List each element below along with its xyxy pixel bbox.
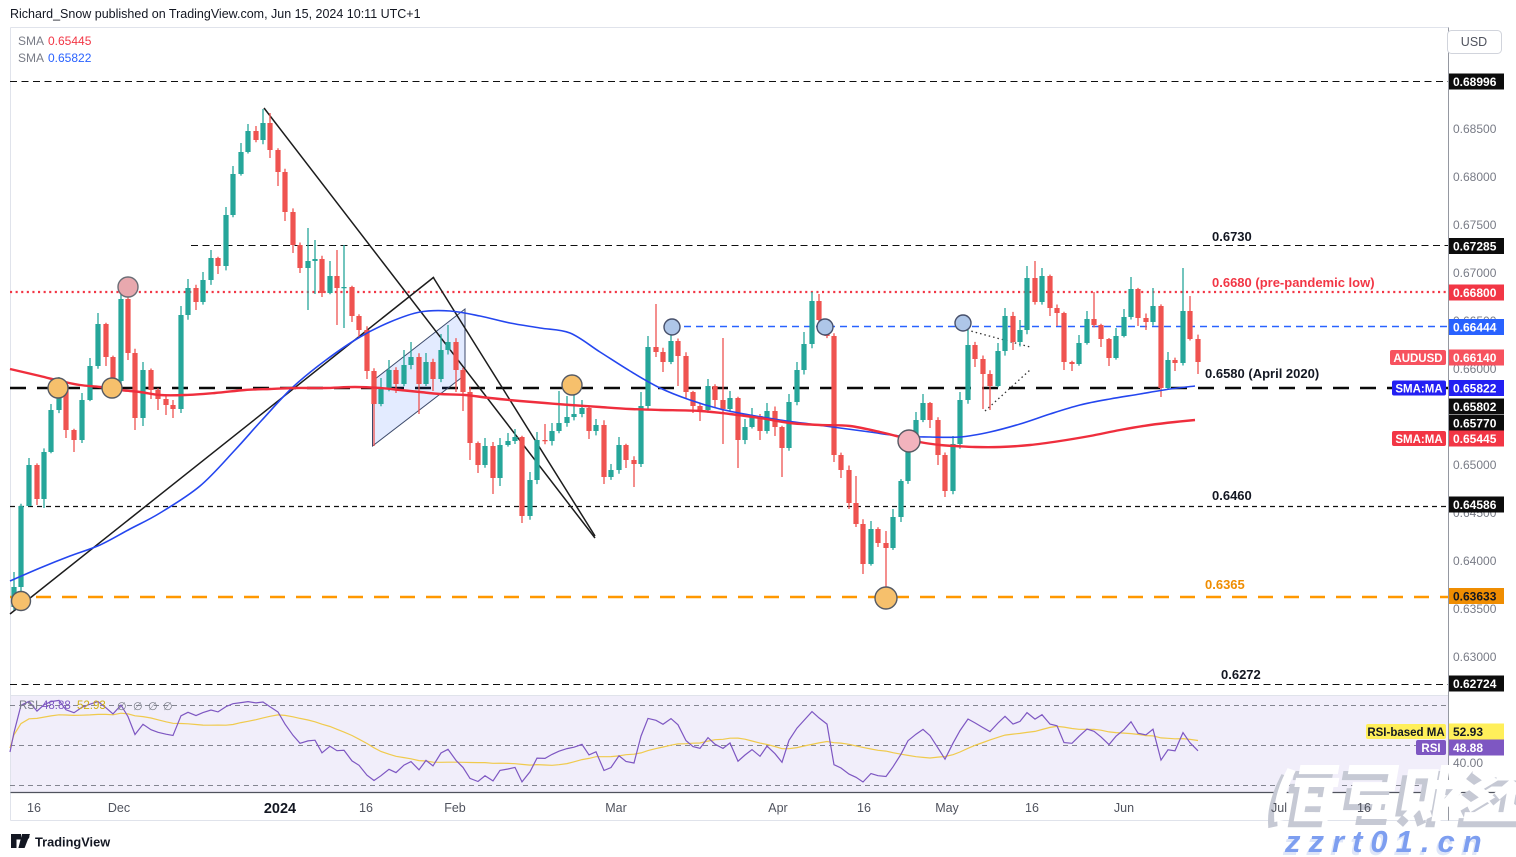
svg-text:16: 16 (359, 801, 373, 815)
svg-text:0.64586: 0.64586 (1453, 498, 1497, 512)
svg-text:0.6580 (April 2020): 0.6580 (April 2020) (1205, 366, 1319, 381)
svg-text:0.65822: 0.65822 (48, 51, 92, 65)
svg-text:16: 16 (1357, 801, 1371, 815)
svg-text:Feb: Feb (444, 801, 466, 815)
svg-text:∅: ∅ (163, 701, 173, 713)
svg-text:0.62724: 0.62724 (1453, 677, 1497, 691)
svg-text:0.6680 (pre-pandemic low): 0.6680 (pre-pandemic low) (1212, 275, 1375, 290)
svg-text:0.65770: 0.65770 (1453, 417, 1497, 431)
svg-text:0.6272: 0.6272 (1221, 667, 1261, 682)
svg-text:0.64000: 0.64000 (1453, 554, 1497, 568)
svg-text:48.88: 48.88 (42, 700, 71, 712)
svg-text:0.68996: 0.68996 (1453, 75, 1497, 89)
svg-text:52.93: 52.93 (77, 700, 106, 712)
svg-text:2024: 2024 (264, 801, 296, 817)
svg-text:0.68500: 0.68500 (1453, 122, 1497, 136)
svg-text:0.65000: 0.65000 (1453, 458, 1497, 472)
svg-text:0.6460: 0.6460 (1212, 488, 1252, 503)
svg-text:0.65445: 0.65445 (48, 34, 92, 48)
svg-text:Richard_Snow published on Trad: Richard_Snow published on TradingView.co… (10, 7, 421, 21)
svg-text:0.6730: 0.6730 (1212, 229, 1252, 244)
svg-text:0.65802: 0.65802 (1453, 400, 1497, 414)
svg-text:0.63000: 0.63000 (1453, 650, 1497, 664)
svg-text:0.68000: 0.68000 (1453, 170, 1497, 184)
svg-text:0.6365: 0.6365 (1205, 577, 1245, 592)
svg-text:0.67500: 0.67500 (1453, 218, 1497, 232)
svg-text:Jul: Jul (1271, 801, 1287, 815)
svg-text:0.63633: 0.63633 (1453, 590, 1497, 604)
svg-text:16: 16 (857, 801, 871, 815)
svg-text:0.66444: 0.66444 (1453, 321, 1497, 335)
svg-text:0.65822: 0.65822 (1453, 382, 1497, 396)
svg-text:0.66800: 0.66800 (1453, 286, 1497, 300)
svg-text:SMA: SMA (18, 51, 44, 65)
svg-text:RSI: RSI (19, 700, 38, 712)
svg-text:Dec: Dec (108, 801, 130, 815)
svg-text:RSI: RSI (1421, 743, 1440, 755)
svg-text:AUDUSD: AUDUSD (1393, 353, 1442, 365)
svg-text:48.88: 48.88 (1453, 741, 1483, 755)
svg-text:∅: ∅ (117, 701, 127, 713)
svg-text:0.65445: 0.65445 (1453, 432, 1497, 446)
svg-text:0.63500: 0.63500 (1453, 602, 1497, 616)
svg-text:∅: ∅ (148, 701, 158, 713)
svg-text:Mar: Mar (605, 801, 627, 815)
svg-text:∅: ∅ (133, 701, 143, 713)
svg-text:0.67000: 0.67000 (1453, 266, 1497, 280)
svg-text:SMA:MA: SMA:MA (1395, 384, 1442, 396)
svg-text:Apr: Apr (768, 801, 787, 815)
svg-text:Jun: Jun (1114, 801, 1134, 815)
svg-text:TradingView: TradingView (35, 835, 110, 850)
svg-text:52.93: 52.93 (1453, 725, 1483, 739)
svg-text:16: 16 (1025, 801, 1039, 815)
svg-text:0.66140: 0.66140 (1453, 351, 1497, 365)
svg-text:40.00: 40.00 (1453, 756, 1483, 770)
svg-text:USD: USD (1461, 35, 1487, 49)
svg-text:RSI-based MA: RSI-based MA (1367, 727, 1444, 739)
svg-text:0.67285: 0.67285 (1453, 240, 1497, 254)
svg-text:SMA: SMA (18, 34, 44, 48)
svg-text:SMA:MA: SMA:MA (1395, 434, 1442, 446)
svg-text:May: May (935, 801, 959, 815)
svg-text:16: 16 (27, 801, 41, 815)
